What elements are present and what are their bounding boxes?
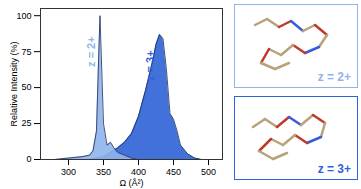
svg-text:z = 3+: z = 3+	[144, 50, 156, 81]
html-text:z = 3+: z = 3+	[317, 162, 351, 176]
html-text:z = 2+: z = 2+	[317, 70, 351, 84]
svg-text:0: 0	[26, 154, 31, 164]
svg-text:z = 2+: z = 2+	[85, 36, 97, 67]
svg-text:75: 75	[21, 47, 31, 57]
svg-text:Relative Intensity (%): Relative Intensity (%)	[9, 41, 19, 126]
svg-text:350: 350	[96, 167, 111, 177]
svg-text:500: 500	[201, 167, 216, 177]
svg-text:400: 400	[131, 167, 146, 177]
svg-text:50: 50	[21, 82, 31, 92]
svg-text:100: 100	[16, 11, 31, 21]
svg-text:Ω (Å²): Ω (Å²)	[119, 178, 143, 188]
svg-text:300: 300	[61, 167, 76, 177]
svg-text:25: 25	[21, 118, 31, 128]
svg-text:450: 450	[166, 167, 181, 177]
